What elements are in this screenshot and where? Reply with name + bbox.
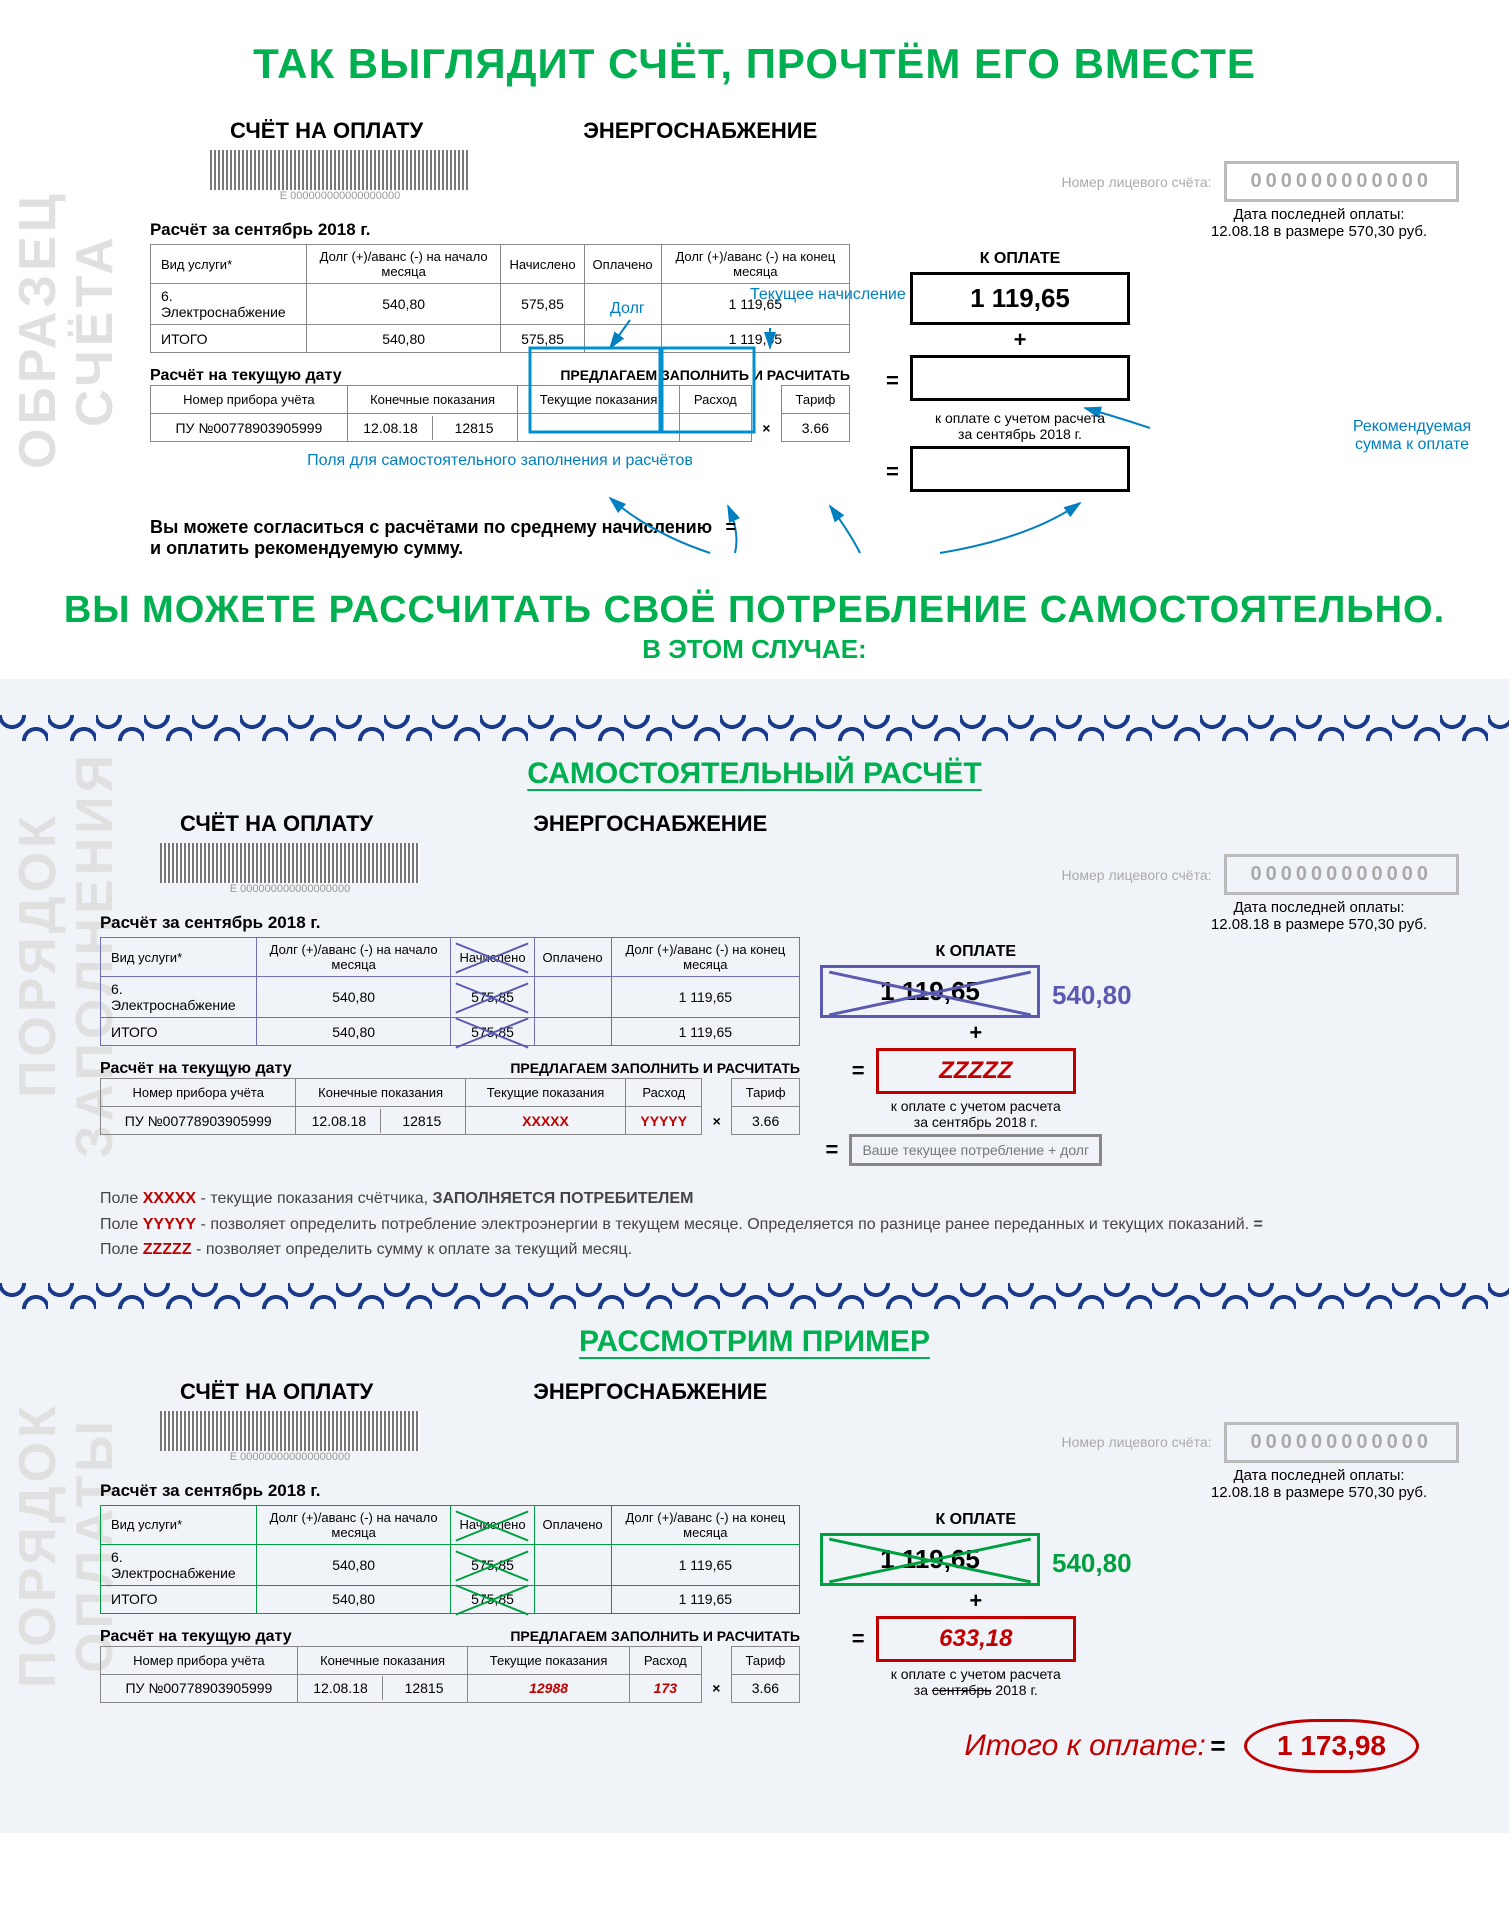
current-reading: 12988 <box>468 1674 630 1702</box>
final-total-box[interactable] <box>910 446 1130 492</box>
section3-title: РАССМОТРИМ ПРИМЕР <box>0 1325 1509 1359</box>
consumption: 173 <box>629 1674 701 1702</box>
invoice-title: СЧЁТ НА ОПЛАТУ <box>230 118 423 144</box>
last-payment: Дата последней оплаты:12.08.18 в размере… <box>1179 206 1459 240</box>
period: Расчёт за сентябрь 2018 г. <box>150 220 371 240</box>
account-label: Номер лицевого счёта: <box>1062 174 1212 190</box>
zzzzz-box[interactable]: ZZZZZ <box>876 1048 1076 1094</box>
mid-subtitle: В ЭТОМ СЛУЧАЕ: <box>50 634 1459 665</box>
service-title: ЭНЕРГОСНАБЖЕНИЕ <box>583 118 817 144</box>
meter-table-2: Номер прибора учётаКонечные показанияТек… <box>100 1078 800 1135</box>
to-pay-label: К ОПЛАТЕ <box>870 250 1170 268</box>
account-number: 000000000000 <box>1224 161 1459 202</box>
struck-amount-3: 1 119,65 <box>820 1533 1040 1586</box>
agree-note: Вы можете согласиться с расчётами по сре… <box>150 517 1459 559</box>
t2-subtitle: ПРЕДЛАГАЕМ ЗАПОЛНИТЬ И РАСЧИТАТЬ <box>560 367 850 385</box>
consumption-box: Ваше текущее потребление + долг <box>849 1134 1102 1166</box>
callout-debt: Долг <box>610 300 645 318</box>
callout-recommended: Рекомендуемая сумма к оплате <box>1337 418 1487 453</box>
user-calc-box[interactable] <box>910 355 1130 401</box>
struck-amount: 1 119,65 <box>820 965 1040 1018</box>
legend-block: Поле XXXXX - текущие показания счётчика,… <box>100 1186 1459 1263</box>
corrected-amount-3: 540,80 <box>1052 1548 1132 1579</box>
fields-callout: Поля для самостоятельного заполнения и р… <box>150 452 850 470</box>
final-note: к оплате с учетом расчетаза сентябрь 201… <box>870 410 1170 442</box>
mid-title: ВЫ МОЖЕТЕ РАССЧИТАТЬ СВОЁ ПОТРЕБЛЕНИЕ СА… <box>50 589 1459 632</box>
to-pay-amount: 1 119,65 <box>910 272 1130 325</box>
calc-result: 633,18 <box>876 1616 1076 1662</box>
charges-table-2: Вид услуги*Долг (+)/аванс (-) на начало … <box>100 937 800 1046</box>
charges-table: Вид услуги*Долг (+)/аванс (-) на начало … <box>150 244 850 353</box>
corrected-amount: 540,80 <box>1052 980 1132 1011</box>
meter-table-3: Номер прибора учётаКонечные показанияТек… <box>100 1646 800 1703</box>
yyyyy-field[interactable]: YYYYY <box>626 1107 702 1135</box>
xxxxx-field[interactable]: XXXXX <box>465 1107 626 1135</box>
wave-divider <box>0 715 1509 741</box>
plus-icon: + <box>870 327 1170 353</box>
meter-table: Номер прибора учётаКонечные показанияТек… <box>150 385 850 442</box>
sample-bill-section: Долг Текущее начисление Рекомендуемая су… <box>50 118 1459 559</box>
fill-bill-section: СЧЁТ НА ОПЛАТУЭНЕРГОСНАБЖЕНИЕ Е 00000000… <box>0 811 1509 1263</box>
section2-title: САМОСТОЯТЕЛЬНЫЙ РАСЧЁТ <box>0 757 1509 791</box>
charges-table-3: Вид услуги*Долг (+)/аванс (-) на начало … <box>100 1505 800 1614</box>
final-total: 1 173,98 <box>1244 1719 1419 1773</box>
barcode: Е 000000000000000000 <box>210 150 470 202</box>
wave-divider <box>0 1283 1509 1309</box>
t2-title: Расчёт на текущую дату <box>150 367 342 385</box>
example-bill-section: СЧЁТ НА ОПЛАТУЭНЕРГОСНАБЖЕНИЕ Е 00000000… <box>0 1379 1509 1773</box>
final-total-row: Итого к оплате: = 1 173,98 <box>100 1719 1459 1773</box>
main-title: ТАК ВЫГЛЯДИТ СЧЁТ, ПРОЧТЁМ ЕГО ВМЕСТЕ <box>50 40 1459 88</box>
